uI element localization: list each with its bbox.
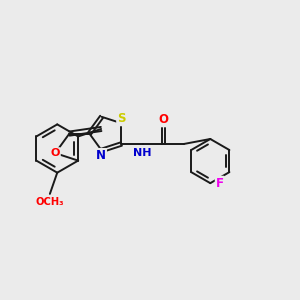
Text: O: O [50, 148, 60, 158]
Text: NH: NH [133, 148, 152, 158]
Text: O: O [159, 113, 169, 126]
Text: F: F [216, 177, 224, 190]
Text: S: S [117, 112, 126, 125]
Text: OCH₃: OCH₃ [36, 197, 64, 207]
Text: N: N [96, 149, 106, 162]
